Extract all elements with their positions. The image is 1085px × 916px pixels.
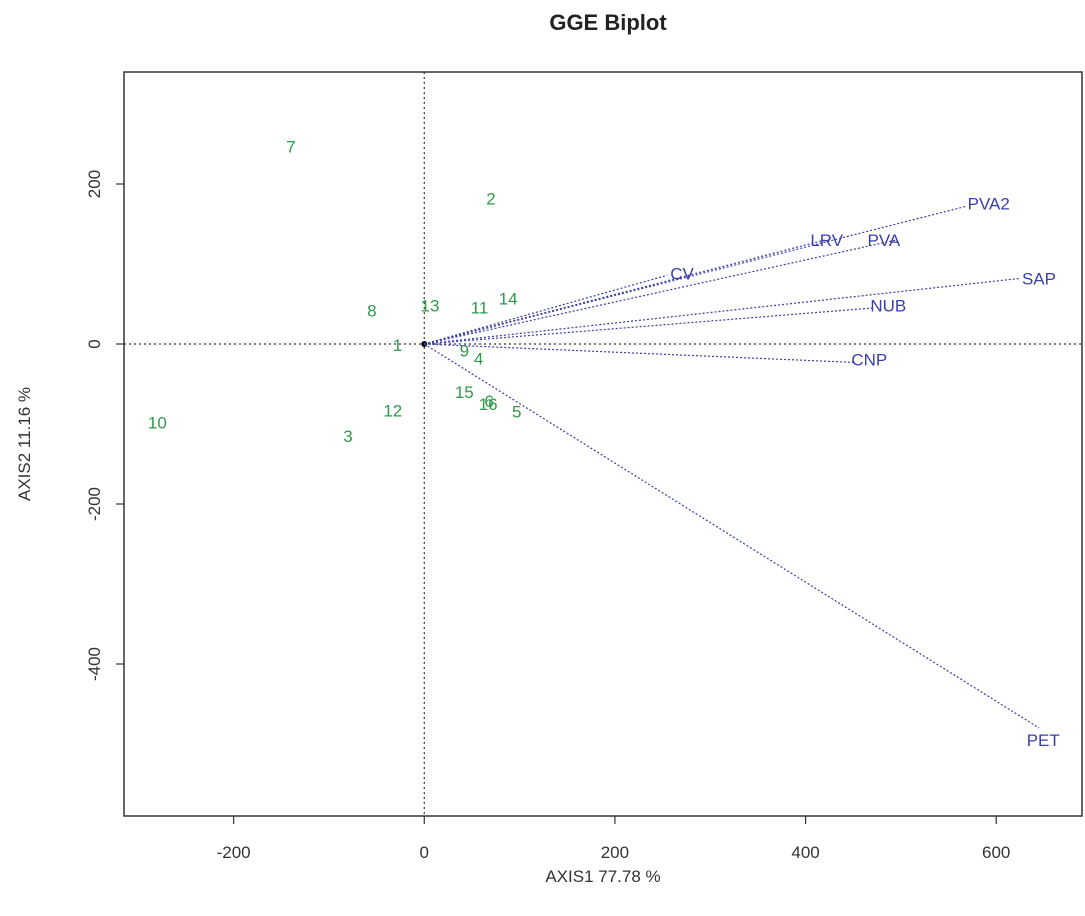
genotype-label: 13 [421,297,440,316]
genotype-label: 12 [383,401,402,420]
genotype-label: 7 [286,137,295,156]
x-tick-label: 400 [791,843,819,862]
genotype-label: 9 [460,341,469,360]
environment-label: CV [670,265,694,284]
genotype-label: 5 [512,402,521,421]
x-axis-label: AXIS1 77.78 % [545,867,660,886]
environment-vector [424,307,873,345]
environment-vector [424,239,897,345]
x-tick-label: 200 [601,843,629,862]
genotype-label: 14 [499,289,518,308]
genotype-label: 1 [393,336,402,355]
y-tick-label: 0 [85,339,104,348]
genotype-label: 8 [367,301,376,320]
environment-vector [424,239,825,345]
environment-label: LRV [810,231,843,250]
x-tick-label: -200 [217,843,251,862]
environment-label: SAP [1022,269,1056,288]
environment-label: NUB [870,297,906,316]
environment-label: PVA [868,231,901,250]
chart-title: GGE Biplot [549,10,667,35]
y-axis-label: AXIS2 11.16 % [15,387,34,501]
genotype-label: 16 [479,395,498,414]
y-tick-label: -200 [85,487,104,521]
environment-label: PVA2 [968,194,1010,213]
environment-vector [424,343,854,363]
genotype-label: 11 [471,298,489,317]
x-tick-label: 600 [982,843,1010,862]
genotype-label: 10 [148,413,167,432]
x-tick-label: 0 [420,843,429,862]
genotype-label: 2 [486,189,495,208]
genotype-label: 3 [343,427,352,446]
genotype-label: 4 [474,349,483,368]
environment-vector [423,343,1040,729]
genotype-label: 15 [455,383,474,402]
y-tick-label: -400 [85,647,104,681]
environment-vector [424,205,966,345]
environment-vector [424,277,1021,345]
genotype-label: 6 [484,392,493,411]
environment-label: PET [1027,731,1060,750]
y-tick-label: 200 [85,170,104,198]
plot-frame [123,71,1083,817]
environment-label: CNP [851,350,887,369]
